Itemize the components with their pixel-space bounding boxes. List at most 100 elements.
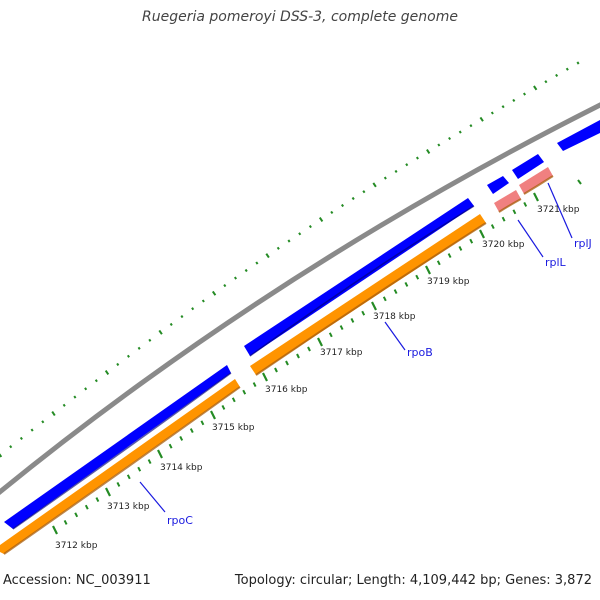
gene-label-rplL[interactable]: rplL bbox=[545, 256, 567, 269]
gene-label-rpoB[interactable]: rpoB bbox=[407, 346, 433, 359]
outer-scale-dot bbox=[555, 73, 559, 77]
outer-scale-dot bbox=[405, 163, 409, 167]
outer-scale-dot bbox=[287, 239, 291, 243]
outer-scale-dot bbox=[148, 338, 152, 342]
minor-scale-tick bbox=[436, 260, 441, 266]
outer-scale-dot bbox=[116, 362, 120, 366]
outer-scale-dot bbox=[437, 143, 441, 147]
minor-scale-tick bbox=[200, 420, 205, 426]
outer-scale-dot bbox=[426, 149, 431, 154]
outer-scale-dot bbox=[394, 169, 398, 173]
outer-scale-dot bbox=[544, 80, 548, 84]
gene-arrow-forward-rplL[interactable] bbox=[487, 176, 509, 194]
outer-scale-dot bbox=[201, 299, 205, 303]
outer-scale-dot bbox=[265, 253, 270, 259]
outer-scale-dot bbox=[94, 379, 98, 383]
outer-scale-dot bbox=[244, 268, 248, 273]
outer-scale-dot bbox=[137, 346, 141, 350]
gene-label-rplJ[interactable]: rplJ bbox=[574, 237, 592, 250]
leader-rplL bbox=[517, 219, 544, 258]
minor-scale-tick bbox=[523, 201, 528, 207]
outer-scale-dot bbox=[51, 411, 56, 417]
minor-scale-tick bbox=[415, 274, 420, 280]
outer-scale-dot bbox=[41, 420, 45, 424]
minor-scale-tick bbox=[512, 209, 517, 215]
outer-scale-dot bbox=[479, 116, 484, 122]
outer-scale-dot bbox=[0, 453, 3, 458]
outer-scale-dot bbox=[298, 232, 302, 236]
minor-scale-tick bbox=[95, 497, 100, 503]
gene-arrow-forward-right-edge[interactable] bbox=[557, 120, 600, 151]
gene-arrow-reverse-rplJ[interactable] bbox=[519, 167, 553, 194]
leader-rpoB bbox=[384, 321, 406, 351]
minor-scale-tick bbox=[137, 466, 142, 472]
outer-scale-dot bbox=[512, 98, 516, 102]
minor-scale-tick bbox=[296, 353, 300, 359]
gene-label-rpoC[interactable]: rpoC bbox=[167, 514, 193, 527]
minor-scale-tick bbox=[447, 253, 452, 259]
outer-scale-dot bbox=[255, 261, 259, 265]
outer-scale-dot bbox=[458, 130, 462, 134]
minor-scale-tick bbox=[231, 397, 236, 403]
kbp-label-3712: 3712 kbp bbox=[55, 541, 98, 551]
outer-scale-dot bbox=[501, 105, 505, 109]
outer-scale-dot bbox=[126, 354, 130, 358]
outer-scale-dot bbox=[490, 111, 494, 115]
kbp-labels: 3712 kbp 3713 kbp 3714 kbp 3715 kbp 3716… bbox=[55, 205, 580, 551]
major-scale-tick bbox=[262, 372, 268, 382]
outer-scale-dot bbox=[576, 61, 580, 65]
kbp-label-3717: 3717 kbp bbox=[320, 348, 363, 358]
gene-arrow-forward-rplJ[interactable] bbox=[512, 154, 544, 179]
gene-arrow-reverse-rplL[interactable] bbox=[494, 190, 521, 212]
genome-summary-text: Topology: circular; Length: 4,109,442 bp… bbox=[234, 573, 592, 588]
outer-scale-dot bbox=[191, 307, 195, 311]
kbp-label-3713: 3713 kbp bbox=[107, 502, 150, 512]
minor-scale-tick bbox=[126, 474, 131, 480]
major-scale-tick bbox=[533, 192, 539, 202]
dotted-outer-track bbox=[0, 61, 580, 458]
reverse-track-lower-shadow bbox=[3, 175, 554, 555]
minor-scale-tick bbox=[458, 245, 463, 251]
minor-scale-tick bbox=[350, 317, 355, 323]
major-scale-tick bbox=[425, 265, 431, 275]
minor-scale-tick bbox=[339, 325, 344, 331]
minor-scale-tick bbox=[274, 367, 278, 373]
minor-scale-tick bbox=[361, 310, 366, 316]
gene-arrow-forward-rpoC[interactable] bbox=[4, 365, 231, 529]
major-scale-tick bbox=[479, 229, 485, 239]
kbp-label-3721: 3721 kbp bbox=[537, 205, 580, 215]
major-scale-tick bbox=[52, 525, 58, 535]
minor-scale-tick bbox=[179, 435, 184, 441]
minor-scale-tick bbox=[404, 281, 409, 287]
forward-gene-track bbox=[4, 120, 600, 530]
outer-scale-dot bbox=[233, 276, 238, 280]
outer-scale-dot bbox=[62, 403, 66, 407]
outer-scale-dot bbox=[73, 395, 77, 399]
minor-scale-tick bbox=[285, 360, 289, 366]
minor-scale-tick bbox=[393, 289, 398, 295]
kbp-label-3720: 3720 kbp bbox=[482, 240, 525, 250]
minor-scale-tick bbox=[189, 428, 194, 434]
outer-scale-dot bbox=[318, 217, 324, 222]
minor-scale-tick bbox=[84, 504, 89, 510]
outer-scale-dot bbox=[169, 322, 173, 326]
outer-scale-dot bbox=[340, 203, 345, 208]
outer-scale-dot bbox=[158, 329, 163, 335]
minor-scale-tick bbox=[147, 459, 152, 465]
minor-scale-tick bbox=[501, 216, 506, 222]
outer-scale-dot bbox=[180, 315, 184, 319]
outer-scale-dot bbox=[19, 436, 23, 440]
outer-scale-dot bbox=[276, 246, 280, 250]
outer-scale-dot bbox=[308, 225, 312, 229]
minor-scale-tick bbox=[116, 481, 121, 487]
gene-arrow-reverse-rpoC[interactable] bbox=[0, 379, 240, 554]
minor-scale-tick bbox=[307, 346, 311, 352]
minor-scale-tick bbox=[74, 512, 79, 518]
minor-scale-tick bbox=[221, 404, 226, 410]
gene-arrow-reverse-rpoB[interactable] bbox=[250, 214, 486, 375]
gene-arrow-forward-rpoB[interactable] bbox=[244, 198, 474, 356]
outer-scale-dot bbox=[330, 210, 334, 214]
outer-scale-dot bbox=[565, 67, 569, 71]
